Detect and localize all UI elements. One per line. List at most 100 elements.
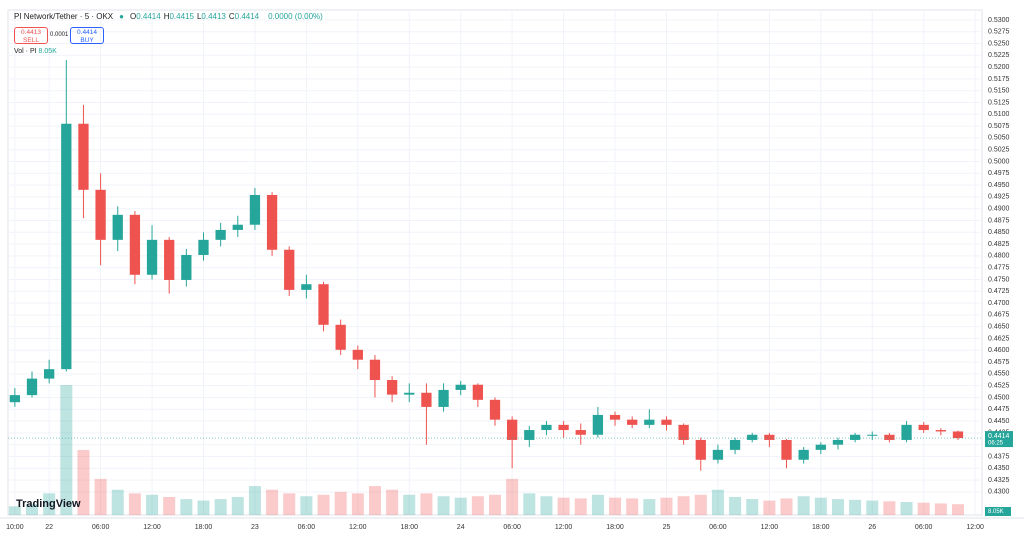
candle-body	[729, 439, 741, 450]
y-tick-label: 0.5275	[988, 29, 1010, 36]
volume-bar	[197, 500, 210, 515]
candle-body	[575, 430, 586, 435]
candle-body	[404, 392, 415, 395]
candle-body	[335, 324, 346, 350]
volume-bar	[283, 493, 296, 515]
x-tick-label: 06:00	[709, 524, 727, 531]
candle-body	[164, 239, 175, 280]
y-tick-label: 0.4650	[988, 324, 1010, 331]
candle-body	[849, 434, 861, 440]
y-tick-label: 0.4500	[988, 394, 1010, 401]
brand-text: TradingView	[16, 498, 81, 510]
y-tick-label: 0.5300	[988, 17, 1010, 24]
volume-bar	[214, 499, 227, 515]
candle-body	[609, 414, 621, 420]
sell-button[interactable]: 0.4413 SELL	[14, 27, 48, 44]
y-tick-label: 0.4350	[988, 465, 1010, 472]
volume-bar	[540, 496, 553, 515]
volume-bar	[883, 501, 896, 515]
countdown: 06:25	[988, 441, 1004, 447]
y-tick-label: 0.4475	[988, 406, 1010, 413]
candle-body	[266, 195, 278, 250]
y-tick-label: 0.4900	[988, 206, 1010, 213]
y-tick-label: 0.4725	[988, 288, 1010, 295]
y-tick-label: 0.4750	[988, 276, 1010, 283]
y-tick-label: 0.5150	[988, 88, 1010, 95]
ohlc-value: 0.4414	[136, 12, 161, 21]
volume-bar	[643, 499, 656, 515]
volume-bar	[128, 493, 141, 515]
candle-body	[695, 439, 706, 460]
candle-body	[524, 430, 535, 440]
y-tick-label: 0.4375	[988, 453, 1010, 460]
volume-bar	[574, 498, 587, 515]
candle-body	[78, 123, 89, 190]
candle-body	[592, 414, 604, 435]
symbol[interactable]: PI Network/Tether · 5 · OKX	[14, 12, 114, 21]
y-tick-label: 0.5000	[988, 158, 1010, 165]
candle-body	[215, 229, 226, 240]
volume-bar	[437, 496, 450, 515]
candle-body	[438, 389, 449, 407]
y-tick-label: 0.4950	[988, 182, 1010, 189]
x-tick-label: 25	[663, 524, 671, 531]
candle-body	[764, 434, 775, 440]
candle-body	[489, 399, 501, 420]
legend-header: PI Network/Tether · 5 · OKX ● O0.4414 H0.…	[14, 12, 323, 21]
y-tick-label: 0.4575	[988, 359, 1010, 366]
y-tick-label: 0.4675	[988, 312, 1010, 319]
volume-bar	[420, 493, 433, 515]
volume-bar	[351, 493, 364, 515]
sell-label: SELL	[23, 37, 39, 44]
x-tick-label: 18:00	[812, 524, 830, 531]
candle-body	[129, 214, 141, 275]
x-tick-label: 12:00	[349, 524, 367, 531]
volume-bar	[43, 493, 56, 515]
x-tick-label: 06:00	[298, 524, 316, 531]
y-tick-label: 0.4975	[988, 170, 1010, 177]
y-tick-label: 0.4325	[988, 477, 1010, 484]
x-tick-label: 12:00	[761, 524, 779, 531]
x-tick-label: 12:00	[966, 524, 984, 531]
volume-bar	[951, 504, 964, 515]
candle-body	[61, 123, 72, 370]
candle-body	[901, 424, 912, 440]
y-tick-label: 0.4700	[988, 300, 1010, 307]
volume-bar	[523, 493, 536, 515]
buy-button[interactable]: 0.4414 BUY	[70, 27, 104, 44]
y-tick-label: 0.4600	[988, 347, 1010, 354]
ohlc-value: 0.4414	[234, 12, 260, 21]
volume-bar	[900, 502, 913, 515]
spread: 0.0001	[50, 32, 69, 38]
volume-tag-label: 8.05K	[988, 509, 1004, 515]
candle-body	[952, 431, 964, 439]
candle-body	[455, 384, 466, 390]
x-tick-label: 18:00	[195, 524, 213, 531]
volume-bar	[94, 478, 107, 515]
candle-body	[146, 239, 158, 275]
y-tick-label: 0.4775	[988, 265, 1010, 272]
last-price-tag	[985, 431, 1013, 448]
volume-bar	[77, 450, 90, 515]
x-tick-label: 22	[45, 524, 53, 531]
change: 0.0000 (0.00%)	[268, 12, 323, 21]
x-tick-label: 12:00	[143, 524, 161, 531]
candle-body	[9, 395, 21, 403]
ohlc-label: C	[228, 12, 235, 21]
candle-body	[352, 349, 363, 360]
volume-bar	[780, 498, 793, 515]
dot: ●	[119, 12, 124, 21]
candle-body	[472, 384, 483, 400]
candle-body	[935, 430, 946, 432]
candle-body	[558, 424, 569, 431]
volume-bar	[488, 494, 502, 515]
volume-bar	[26, 504, 39, 515]
volume-bar	[300, 496, 313, 515]
candle-body	[112, 214, 123, 240]
volume-legend: Vol · PI 8.05K	[14, 48, 57, 55]
volume-bar	[146, 494, 159, 515]
candle-body	[198, 239, 209, 255]
x-tick-label: 12:00	[555, 524, 573, 531]
x-tick-label: 18:00	[400, 524, 418, 531]
